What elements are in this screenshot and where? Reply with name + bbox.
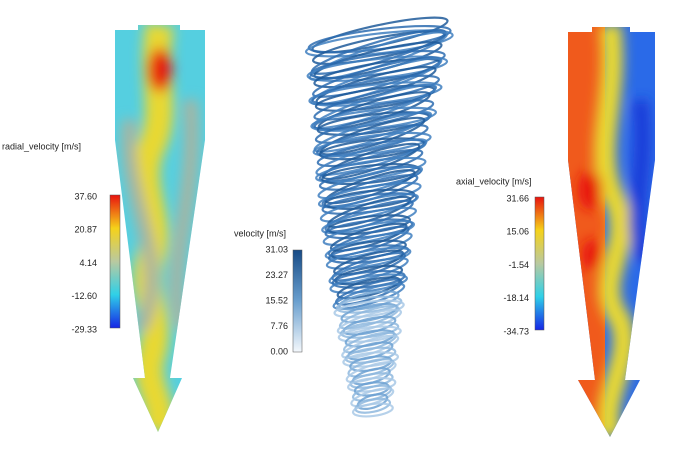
streamline: [313, 99, 435, 131]
streamline: [327, 225, 410, 258]
colorbar-tick-label: -12.60: [71, 291, 97, 301]
colorbar-tick-label: 4.14: [79, 258, 97, 268]
streamline: [310, 106, 438, 132]
colorbar-tick-label: -34.73: [503, 326, 529, 336]
streamline: [318, 137, 425, 161]
streamline: [328, 257, 409, 285]
colorbar-tick-label: 7.76: [270, 321, 288, 331]
colorbar-velocity: velocity [m/s] 31.03 23.27 15.52 7.76 0.00: [234, 228, 303, 356]
streamline: [338, 290, 400, 311]
colorbar-ticks: 31.66 15.06 -1.54 -18.14 -34.73: [503, 193, 529, 336]
colorbar-ticks: 31.03 23.27 15.52 7.76 0.00: [265, 244, 288, 356]
streamline: [342, 315, 397, 336]
streamline: [333, 299, 405, 319]
colorbar-tick-label: -18.14: [503, 293, 529, 303]
colorbar-radial: radial_velocity [m/s] 37.60 20.87 4.14 -12.…: [2, 141, 121, 334]
streamline: [335, 295, 403, 314]
radial-contour: [115, 25, 205, 432]
colorbar-ticks: 37.60 20.87 4.14 -12.60 -29.33: [71, 191, 97, 334]
colorbar-tick-label: 31.03: [265, 244, 288, 254]
colorbar-title: velocity [m/s]: [234, 228, 286, 238]
streamline: [351, 402, 394, 418]
streamline: [332, 282, 406, 310]
streamline: [329, 273, 408, 294]
streamline: [306, 55, 449, 82]
axial-contour: [568, 27, 655, 437]
colorbar-tick-label: 15.52: [265, 295, 288, 305]
streamline: [311, 74, 440, 105]
streamline: [312, 131, 432, 158]
colorbar-axial: axial_velocity [m/s] 31.66 15.06 -1.54 -18.…: [456, 176, 545, 336]
streamline: [308, 81, 443, 107]
streamline: [325, 246, 412, 270]
streamline: [329, 222, 408, 252]
streamline: [322, 220, 416, 246]
colorbar-tick-label: 31.66: [506, 193, 529, 203]
streamline: [316, 124, 429, 157]
colorbar-tick-label: 0.00: [270, 346, 288, 356]
colorbar-tick-label: 15.06: [506, 227, 529, 237]
colorbar-tick-label: 23.27: [265, 270, 288, 280]
streamlines: [304, 16, 454, 418]
colorbar-title: axial_velocity [m/s]: [456, 176, 532, 186]
colorbar-title: radial_velocity [m/s]: [2, 141, 81, 151]
colorbar-tick-label: 37.60: [74, 191, 97, 201]
colorbar-tick-label: 20.87: [74, 225, 97, 235]
colorbar-tick-label: -1.54: [508, 260, 529, 270]
streamline: [311, 83, 438, 130]
colorbar-tick-label: -29.33: [71, 324, 97, 334]
streamline: [337, 325, 402, 343]
